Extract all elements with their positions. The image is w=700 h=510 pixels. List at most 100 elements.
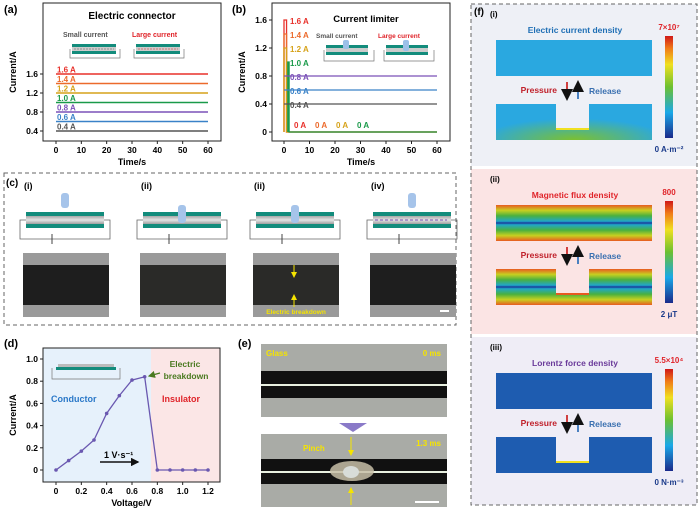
field-map-released — [496, 205, 652, 241]
scale-bar — [415, 501, 439, 503]
y-tick-label: 0.4 — [26, 126, 38, 136]
plot-frame — [271, 2, 451, 142]
panel-c: (c) (i) (ii) (ii) (iv) Electric breakdown — [3, 172, 458, 326]
field-map-pressed — [496, 437, 652, 473]
panel-label: (c) — [6, 178, 18, 189]
zero-current-label: 0 A — [294, 121, 306, 130]
y-axis-label: Current/A — [237, 51, 247, 93]
data-point — [193, 468, 198, 472]
y-tick-label: 0 — [262, 127, 267, 137]
colorbar-max-label: 5.5×10⁴ — [655, 356, 684, 365]
indenter — [178, 205, 186, 223]
x-tick-label: 0.2 — [75, 486, 87, 496]
liquid-metal-film — [23, 265, 109, 305]
y-tick-label: 1.6 — [26, 69, 38, 79]
chart-title: Current limiter — [333, 14, 399, 25]
x-tick-label: 30 — [356, 145, 366, 155]
connector-schematic-small — [69, 44, 121, 59]
series-label: 1.2 A — [290, 45, 309, 54]
breakdown-label: Electric breakdown — [266, 309, 326, 316]
liquid-metal-film — [370, 265, 456, 305]
x-tick-label: 0.4 — [101, 486, 113, 496]
y-tick-label: 0.8 — [26, 107, 38, 117]
circuit-wire — [19, 219, 111, 240]
y-tick-label: 0 — [33, 465, 38, 475]
x-tick-label: 60 — [432, 145, 442, 155]
region-insulator — [151, 348, 220, 482]
data-point — [117, 393, 122, 398]
micrograph-0ms: Glass 0 ms — [261, 344, 447, 417]
y-tick-label: 0.4 — [26, 421, 38, 431]
sweep-rate-label: 1 V·s⁻¹ — [104, 450, 133, 460]
x-tick-label: 20 — [330, 145, 340, 155]
data-point — [142, 374, 147, 379]
x-tick-label: 0 — [54, 145, 59, 155]
breakdown-arrow — [147, 370, 161, 378]
micrograph-1-3ms: Pinch 1.3 ms — [261, 434, 447, 507]
step-3: (ii) — [249, 181, 341, 317]
time-label-0: 0 ms — [423, 349, 442, 358]
x-tick-label: 0 — [54, 486, 59, 496]
field-title: Electric current density — [528, 25, 623, 35]
series-label: 0.8 A — [290, 73, 309, 82]
y-axis-label: Current/A — [8, 394, 18, 436]
pressure-label: Pressure — [521, 250, 558, 260]
colorbar — [665, 201, 673, 303]
subpanel-bg-iii — [471, 337, 697, 505]
simulation-2: (ii) Magnetic flux density Pressure Release… — [490, 175, 677, 319]
x-tick-label: 30 — [127, 145, 137, 155]
scale-bar — [440, 310, 449, 312]
series-label: 1.6 A — [57, 66, 76, 75]
subpanel-label: (ii) — [490, 175, 500, 184]
data-point — [54, 468, 58, 472]
series-label: 0.6 A — [290, 87, 309, 96]
x-tick-label: 1.2 — [202, 486, 214, 496]
x-tick-label: 20 — [102, 145, 112, 155]
series-label: 0.4 A — [290, 101, 309, 110]
panel-a: (a) Electric connector Small current Lar… — [4, 2, 222, 167]
step-label: (iv) — [371, 181, 385, 191]
x-tick-label: 40 — [381, 145, 391, 155]
panel-f-border — [470, 3, 698, 506]
large-current-label: Large current — [132, 32, 178, 39]
data-point — [155, 468, 160, 472]
colorbar-min-label: 0 N·m⁻³ — [654, 478, 683, 487]
series-label: 0.6 A — [57, 113, 76, 122]
simulation-3: (iii) Lorentz force density Pressure Releas… — [490, 343, 684, 487]
y-tick-label: 1.0 — [26, 354, 38, 364]
panel-label: (e) — [238, 338, 252, 350]
data-point — [130, 378, 134, 382]
colorbar-max-label: 800 — [662, 188, 676, 197]
liquid-metal — [26, 216, 104, 224]
series-label: 1.2 A — [57, 85, 76, 94]
series-label: 0.4 A — [57, 123, 76, 132]
x-tick-label: 10 — [305, 145, 315, 155]
colorbar-max-label: 7×10⁷ — [658, 23, 679, 32]
panel-c-border — [3, 172, 457, 326]
x-axis-label: Time/s — [347, 157, 375, 167]
step-label: (ii) — [141, 181, 152, 191]
micrograph — [370, 253, 456, 317]
plot-frame — [42, 2, 222, 142]
panel-f: (f) (i) Electric current density Pressure R… — [470, 3, 698, 506]
y-tick-label: 1.6 — [255, 15, 267, 25]
limiter-schematic-small — [323, 40, 375, 62]
breakdown-label-line2: breakdown — [164, 371, 209, 381]
circuit-wire — [136, 219, 228, 240]
chart-title: Electric connector — [88, 11, 175, 22]
liquid-metal-film — [253, 265, 339, 305]
insulator-label: Insulator — [162, 394, 201, 404]
simulation-1: (i) Electric current density Pressure Relea… — [490, 10, 684, 154]
step-label: (i) — [24, 181, 33, 191]
large-current-label: Large current — [378, 33, 421, 40]
y-axis-label: Current/A — [8, 51, 18, 93]
pressure-label: Pressure — [521, 85, 558, 95]
conductor-label: Conductor — [51, 394, 97, 404]
zero-current-label: 0 A — [357, 121, 369, 130]
colorbar — [665, 369, 673, 471]
indenter — [408, 193, 416, 208]
data-point — [168, 468, 172, 472]
series-line — [287, 61, 437, 133]
data-point — [206, 468, 210, 472]
